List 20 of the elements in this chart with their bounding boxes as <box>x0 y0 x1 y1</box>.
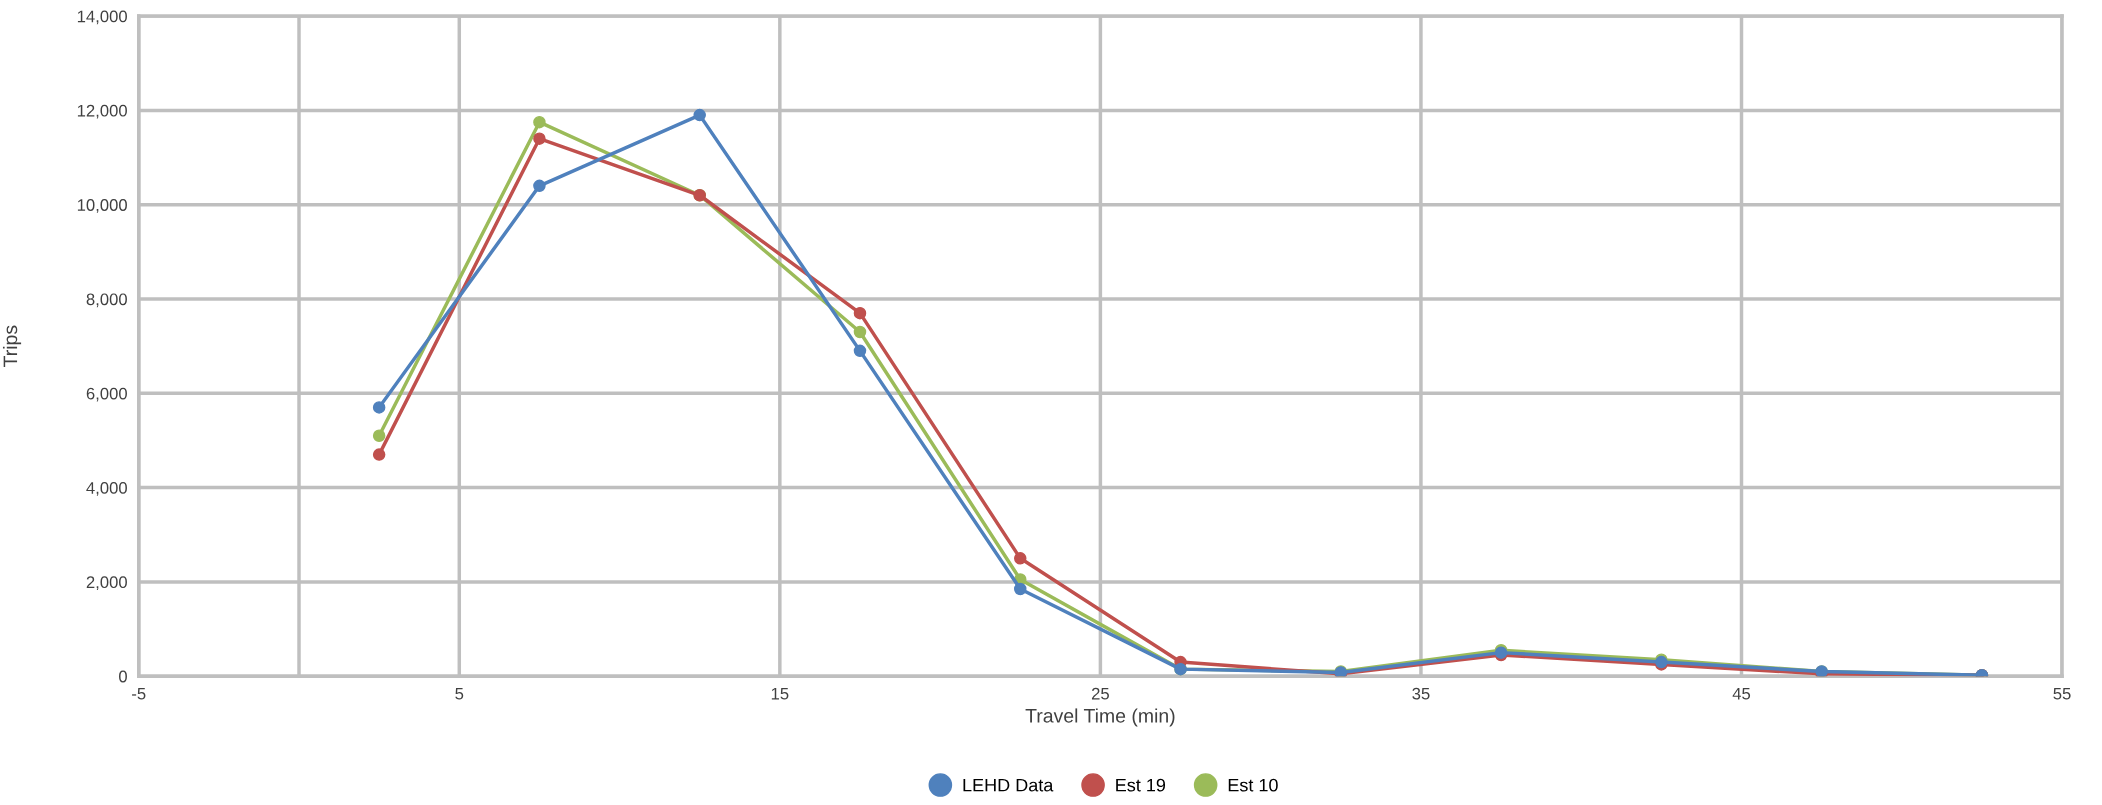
y-tick-label: 4,000 <box>86 482 127 496</box>
legend-label: Est 19 <box>1116 778 1166 792</box>
x-tick-label: 55 <box>2053 687 2071 700</box>
y-tick-label: 0 <box>119 670 127 683</box>
y-tick-label: 10,000 <box>77 199 127 213</box>
y-tick-label: 14,000 <box>77 10 127 25</box>
x-axis-title: Travel Time (min) <box>1025 708 1175 727</box>
y-tick-label: 8,000 <box>86 293 127 308</box>
y-tick-label: 2,000 <box>86 576 127 591</box>
x-tick-label: 5 <box>455 687 464 700</box>
y-tick-label: 12,000 <box>77 104 127 119</box>
x-tick-label: -5 <box>132 687 146 700</box>
x-tick-label: 35 <box>1412 687 1430 700</box>
legend-label: Est 10 <box>1228 778 1278 792</box>
x-tick-label: 15 <box>771 687 789 700</box>
y-tick-label: 6,000 <box>86 387 127 402</box>
x-tick-label: 25 <box>1091 687 1109 700</box>
legend-label: LEHD Data <box>963 778 1054 792</box>
x-tick-label: 45 <box>1732 687 1751 700</box>
y-axis-title: Trips <box>2 325 22 367</box>
